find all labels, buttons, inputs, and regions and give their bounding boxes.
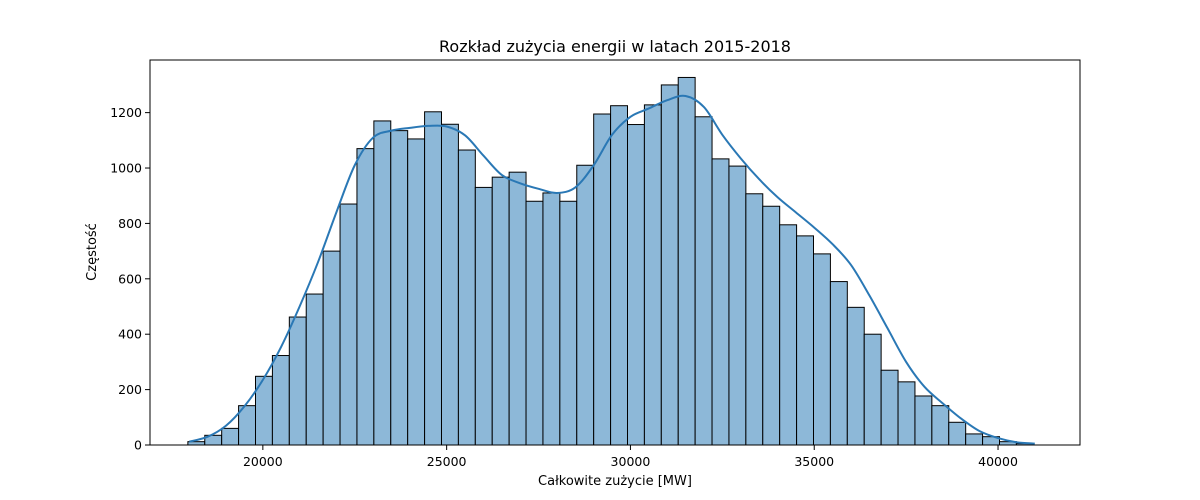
y-tick-label: 400 [118, 327, 142, 342]
histogram-bar [474, 186, 493, 446]
y-axis-label: Częstość [85, 223, 100, 281]
histogram-bar [407, 138, 426, 446]
y-tick-label: 800 [118, 216, 142, 231]
histogram-bar [779, 224, 798, 446]
histogram-bar [965, 433, 984, 446]
histogram-bar [271, 355, 290, 446]
x-tick-label: 30000 [611, 454, 651, 469]
histogram-bar [424, 111, 442, 446]
histogram-bar [390, 130, 409, 446]
histogram-bar [288, 316, 307, 446]
histogram-bar [796, 235, 814, 446]
kde-curve [189, 94, 1035, 445]
histogram-bar [880, 369, 899, 446]
histogram-bar [542, 192, 561, 446]
histogram-bar [846, 306, 865, 446]
histogram-bar [559, 200, 578, 446]
chart-title: Rozkład zużycia energii w latach 2015-20… [439, 37, 791, 56]
histogram-bar [491, 176, 510, 446]
histogram-bar [305, 293, 324, 446]
x-tick-label: 20000 [243, 454, 283, 469]
histogram-bar [626, 124, 645, 446]
histogram-bar [829, 281, 848, 446]
histogram-bar [863, 333, 882, 446]
y-tick-label: 0 [134, 438, 142, 453]
histogram-bar [711, 158, 730, 446]
x-axis-ticks: 20000 25000 30000 35000 40000 [243, 445, 1018, 469]
histogram-bar [525, 200, 544, 446]
y-axis-ticks: 0 200 400 600 800 1000 1200 [110, 105, 150, 453]
histogram-bar [643, 104, 662, 446]
histogram-bar [593, 113, 612, 446]
histogram-bar [762, 205, 781, 446]
x-tick-label: 35000 [794, 454, 834, 469]
histogram-bar [373, 120, 392, 446]
y-tick-label: 200 [118, 382, 142, 397]
histogram-bar [457, 149, 476, 446]
histogram-bar [745, 193, 764, 446]
x-axis-label: Całkowite zużycie [MW] [538, 474, 692, 489]
histogram-bar [508, 171, 527, 446]
histogram-bar [897, 381, 916, 446]
histogram-bar [576, 164, 595, 446]
y-tick-label: 600 [118, 271, 142, 286]
plot-frame [149, 59, 1081, 446]
histogram-bar [221, 427, 240, 446]
histogram-bar [931, 405, 950, 446]
histogram-bar [440, 123, 459, 446]
y-tick-label: 1000 [110, 161, 142, 176]
histogram-bar [728, 165, 747, 446]
histogram-bar [660, 84, 679, 446]
histogram-bars [187, 76, 1034, 446]
x-tick-label: 25000 [427, 454, 467, 469]
y-tick-label: 1200 [110, 105, 142, 120]
histogram-bar [356, 148, 375, 446]
histogram-bar [677, 76, 696, 446]
histogram-bar [694, 116, 713, 446]
histogram-bar [812, 253, 831, 446]
histogram-bar [339, 203, 358, 446]
histogram-bar [610, 105, 628, 446]
histogram-bar [914, 395, 933, 446]
histogram-bar [948, 421, 967, 446]
histogram-bar [322, 250, 341, 446]
x-tick-label: 40000 [978, 454, 1018, 469]
